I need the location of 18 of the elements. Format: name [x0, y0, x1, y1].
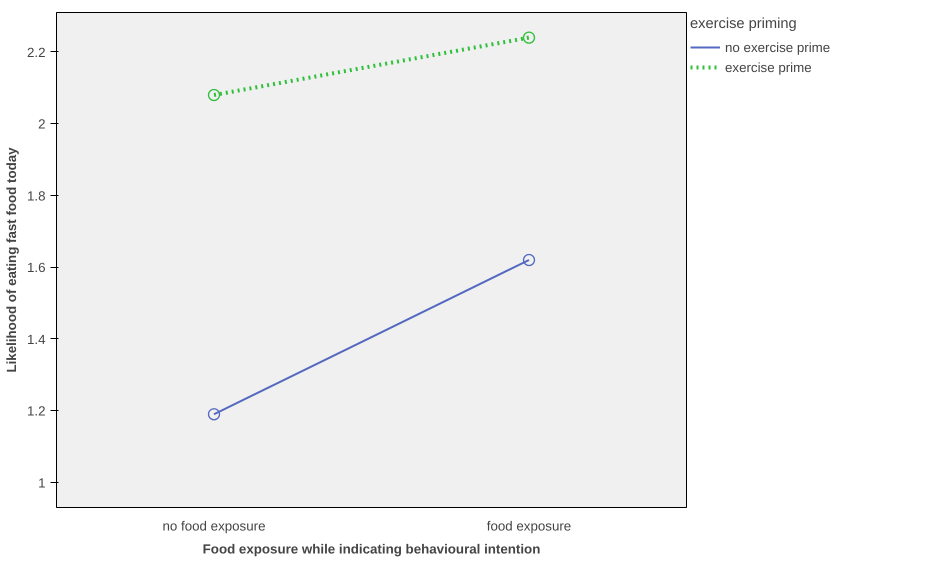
point: [522, 31, 536, 44]
y-tick-label: 1.8: [26, 188, 46, 204]
legend-label: exercise prime: [725, 60, 812, 74]
y-tick-label: 1.4: [26, 332, 46, 347]
y-tick-label: 1.2: [26, 404, 46, 419]
y-tick-label: 2.2: [26, 44, 46, 60]
point: [208, 88, 220, 102]
x-axis-title: Food exposure while indicating behavioural intention: [202, 542, 540, 556]
x-tick-label: no food exposure: [162, 518, 266, 534]
point: [522, 254, 536, 266]
point: [208, 408, 220, 420]
legend-title: exercise priming: [690, 16, 798, 32]
legend-label: no exercise prime: [725, 40, 830, 54]
x-tick-label: food exposure: [486, 518, 572, 534]
y-axis-title: Likelihood of eating fast food today: [4, 146, 19, 373]
y-tick-label: 1: [38, 475, 46, 490]
y-tick-label: 1.6: [26, 260, 46, 276]
y-tick-label: 2: [38, 116, 46, 132]
